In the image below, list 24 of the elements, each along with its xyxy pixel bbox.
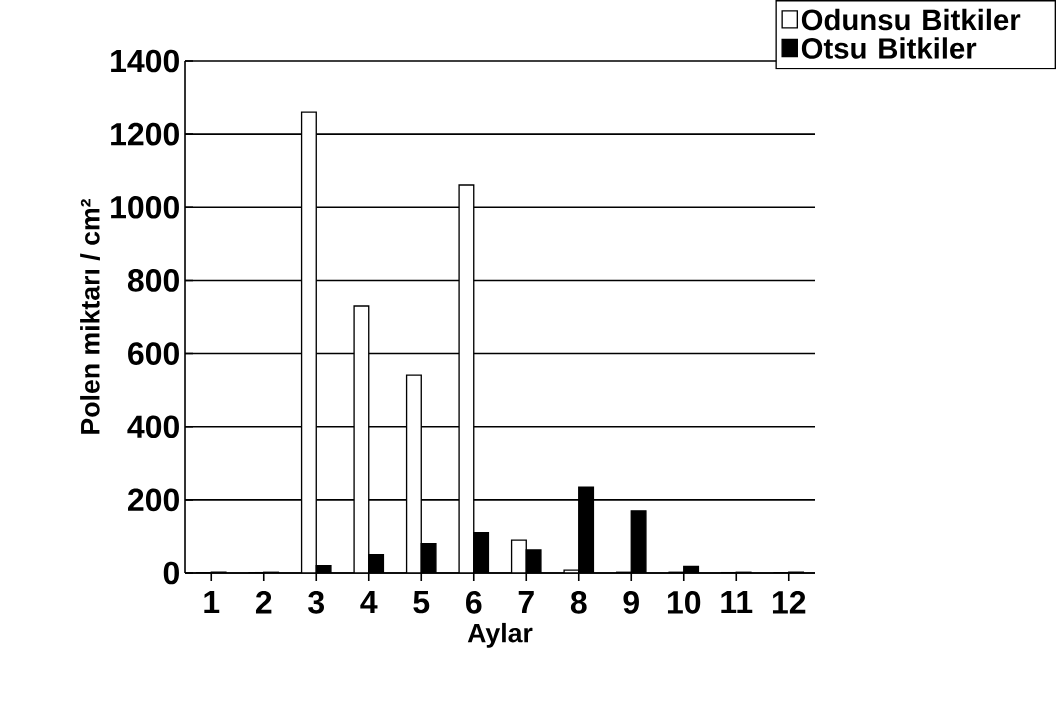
y-tick-label: 200 [128,488,179,512]
y-axis-title: Polen miktarı / cm² [80,199,100,434]
x-tick-label: 10 [667,591,701,614]
x-tick-label: 9 [623,591,639,614]
y-tick-label: 1000 [111,195,179,219]
y-tick-label: 0 [163,561,179,585]
x-tick-label: 12 [772,591,806,614]
x-tick-label: 5 [413,591,430,614]
x-tick-label: 11 [721,591,753,614]
y-tick-label: 400 [127,415,179,439]
x-tick-label: 4 [360,591,378,614]
x-tick-label: 3 [308,591,324,614]
x-axis-title: Aylar [467,622,533,648]
x-tick-label: 7 [518,591,534,614]
x-tick-label: 2 [255,591,272,614]
legend-label: Otsu Bitkiler [801,37,977,59]
x-tick-label: 8 [570,591,587,614]
legend-label: Odunsu Bitkiler [801,8,1021,31]
x-tick-label: 6 [466,591,482,614]
y-tick-label: 1200 [111,122,179,146]
y-tick-label: 800 [127,269,179,292]
y-tick-label: 600 [128,342,179,365]
x-tick-label: 1 [204,591,220,614]
y-tick-label: 1400 [111,49,179,73]
